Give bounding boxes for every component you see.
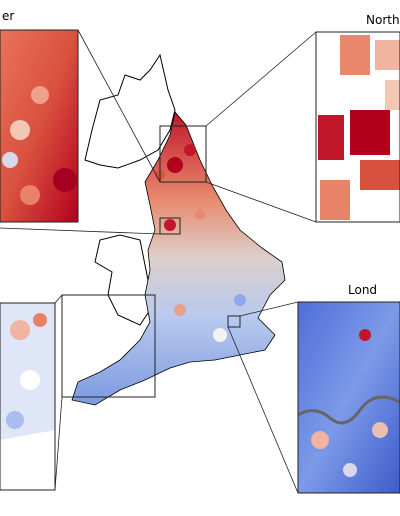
inset-label: er xyxy=(2,9,14,23)
inset-label: North xyxy=(366,13,400,27)
london-source-box xyxy=(227,315,241,328)
manchester-patches xyxy=(2,86,77,205)
north-source-box xyxy=(159,125,207,183)
north-patches xyxy=(318,35,400,220)
connector xyxy=(54,294,63,304)
manchester-source-box xyxy=(159,217,181,235)
connector xyxy=(54,396,63,491)
north-frame xyxy=(315,31,400,223)
inset-label: Lond xyxy=(348,283,377,297)
wales-coast xyxy=(94,234,151,326)
southwest-patches xyxy=(0,313,55,490)
southwest-source-box xyxy=(61,294,156,398)
manchester-frame xyxy=(0,29,79,223)
connector xyxy=(227,326,299,494)
london-patches xyxy=(297,329,400,477)
southwest-frame xyxy=(0,302,56,491)
scotland-coast xyxy=(84,53,176,169)
england-map xyxy=(71,111,286,406)
connector xyxy=(77,29,161,183)
connector xyxy=(205,181,317,223)
connector xyxy=(239,301,299,317)
connector xyxy=(205,31,317,127)
london-frame xyxy=(297,301,400,494)
connector xyxy=(0,227,161,235)
